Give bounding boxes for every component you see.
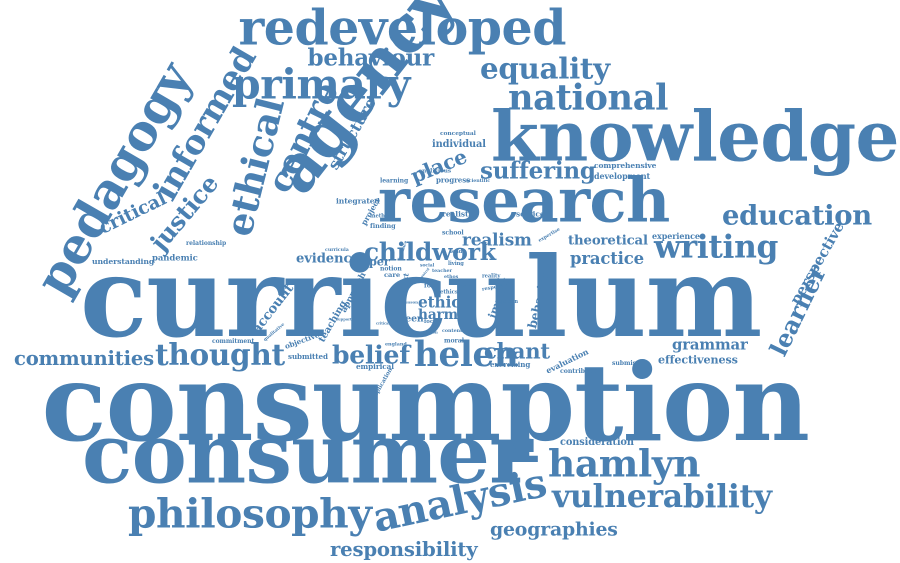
word-harm: harm <box>418 307 458 323</box>
word-realism: realism <box>462 229 532 250</box>
word-focus: focus <box>424 319 440 325</box>
word-social: social <box>420 263 435 269</box>
word-redeveloped: redeveloped <box>238 0 567 57</box>
word-content: content <box>442 329 463 334</box>
word-understanding: understanding <box>92 257 155 266</box>
word-chant: chant <box>484 338 550 364</box>
word-relation: relation <box>496 299 518 305</box>
word-englicious: englicious <box>418 168 452 175</box>
word-relationship: relationship <box>186 240 227 247</box>
word-living: living <box>448 261 464 267</box>
word-research: research <box>378 165 670 237</box>
word-method: method <box>370 213 392 220</box>
word-support: support <box>336 317 352 322</box>
word-ethic: ethic <box>418 293 461 312</box>
word-green: green <box>394 313 424 325</box>
word-commitment: commitment <box>212 338 255 345</box>
word-teacher: teacher <box>432 269 452 274</box>
word-theoretical: theoretical <box>568 233 648 249</box>
word-realist: realist <box>442 209 469 219</box>
word-thought: thought <box>155 337 285 372</box>
word-experience: experience <box>652 231 700 241</box>
word-lead: lead <box>450 249 463 255</box>
word-responsibility: responsibility <box>330 538 478 561</box>
word-service: service <box>516 209 545 219</box>
word-ethics: ethics <box>440 289 458 296</box>
word-practice: practice <box>570 249 644 268</box>
word-development: development <box>594 172 651 181</box>
word-conceptual: conceptual <box>440 130 476 137</box>
word-scientific: scientific <box>466 179 491 184</box>
word-individual: individual <box>432 139 486 150</box>
word-equality: equality <box>480 50 610 86</box>
word-work: work <box>432 238 496 266</box>
word-submission: submission <box>612 360 651 367</box>
word-learning: learning <box>380 177 409 185</box>
word-communities: communities <box>14 347 154 370</box>
word-paper: paper <box>354 254 390 269</box>
word-belief: belief <box>332 339 410 370</box>
word-helen: helen <box>414 335 519 375</box>
word-pandemic: pandemic <box>152 253 198 264</box>
word-curricula: curricula <box>325 248 349 253</box>
word-notion: notion <box>380 265 402 273</box>
word-submitted: submitted <box>288 352 328 361</box>
word-reality: reality <box>482 273 501 280</box>
word-contribute: contribute <box>560 368 597 375</box>
word-interest: interest <box>458 283 474 288</box>
word-food: food <box>424 281 440 290</box>
word-critical-small: critical <box>376 321 390 326</box>
word-curriculum: curriculum <box>80 233 762 363</box>
word-comprehensive: comprehensive <box>594 161 657 170</box>
word-lesson: lesson <box>404 299 418 305</box>
word-knowledge: knowledge <box>491 96 899 178</box>
word-child: child <box>364 237 433 267</box>
word-progress: progress <box>436 175 471 185</box>
word-hamlyn: hamlyn <box>548 441 701 486</box>
word-empirical: empirical <box>356 362 394 371</box>
word-exercising: exercising <box>490 360 531 369</box>
word-grammar: grammar <box>672 335 748 354</box>
word-vulnerability: vulnerability <box>552 478 772 515</box>
word-education: education <box>722 199 872 232</box>
word-suffering: suffering <box>480 157 596 185</box>
word-care: care <box>384 271 401 279</box>
word-philosophy: philosophy <box>128 489 372 538</box>
word-ethos: ethos <box>444 275 459 280</box>
word-action: action <box>424 329 438 335</box>
word-consumption: consumption <box>41 341 810 466</box>
word-national: national <box>508 77 669 119</box>
word-effectiveness: effectiveness <box>658 353 738 367</box>
word-finding: finding <box>370 222 396 230</box>
word-england: england <box>385 341 407 348</box>
word-primary: primary <box>232 60 411 109</box>
word-geographies: geographies <box>490 518 618 541</box>
word-behaviour: behaviour <box>307 44 435 72</box>
word-consideration: consideration <box>560 437 634 448</box>
word-consumer: consumer <box>82 404 533 503</box>
word-evidence: evidence <box>296 251 360 267</box>
word-moral: moral <box>444 337 464 345</box>
word-school: school <box>442 229 464 237</box>
word-integrated: integrated <box>336 196 380 206</box>
word-writing: writing <box>654 229 779 266</box>
